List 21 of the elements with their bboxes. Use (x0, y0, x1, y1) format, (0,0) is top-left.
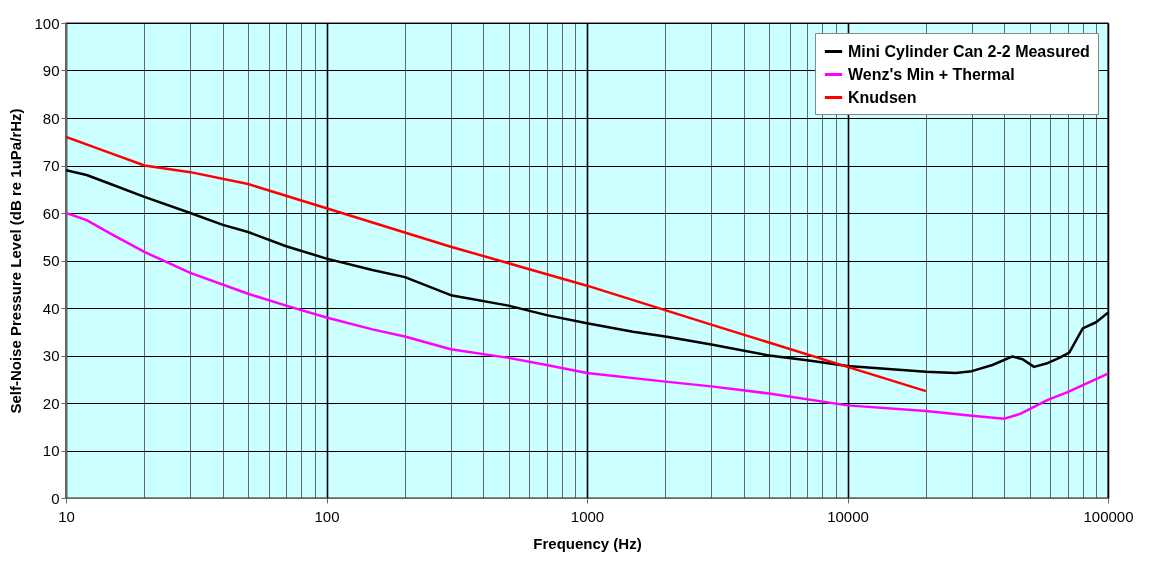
x-tick-label: 100000 (1083, 507, 1134, 525)
y-tick-label: 100 (34, 14, 60, 32)
x-tick-label: 10000 (827, 507, 869, 525)
legend-label: Wenz's Min + Thermal (848, 65, 1015, 83)
y-tick-label: 60 (42, 204, 60, 222)
y-tick-label: 10 (42, 442, 60, 459)
x-tick-label: 100 (314, 507, 340, 525)
y-tick-label: 0 (51, 489, 60, 507)
y-tick-label: 40 (42, 299, 60, 317)
x-axis-title: Frequency (Hz) (533, 534, 642, 552)
x-tick-label: 10 (58, 507, 75, 525)
y-tick-label: 70 (42, 157, 60, 174)
legend-label: Knudsen (848, 88, 917, 106)
y-tick-label: 90 (42, 62, 60, 79)
y-tick-label: 20 (42, 394, 60, 412)
y-tick-label: 30 (42, 347, 60, 364)
y-tick-label: 80 (42, 109, 60, 127)
y-axis-title: Self-Noise Pressure Level (dB re 1uPa/rHz) (7, 108, 25, 414)
y-tick-label: 50 (42, 252, 60, 269)
x-tick-label: 1000 (570, 507, 605, 525)
legend-label: Mini Cylinder Can 2-2 Measured (848, 42, 1090, 60)
